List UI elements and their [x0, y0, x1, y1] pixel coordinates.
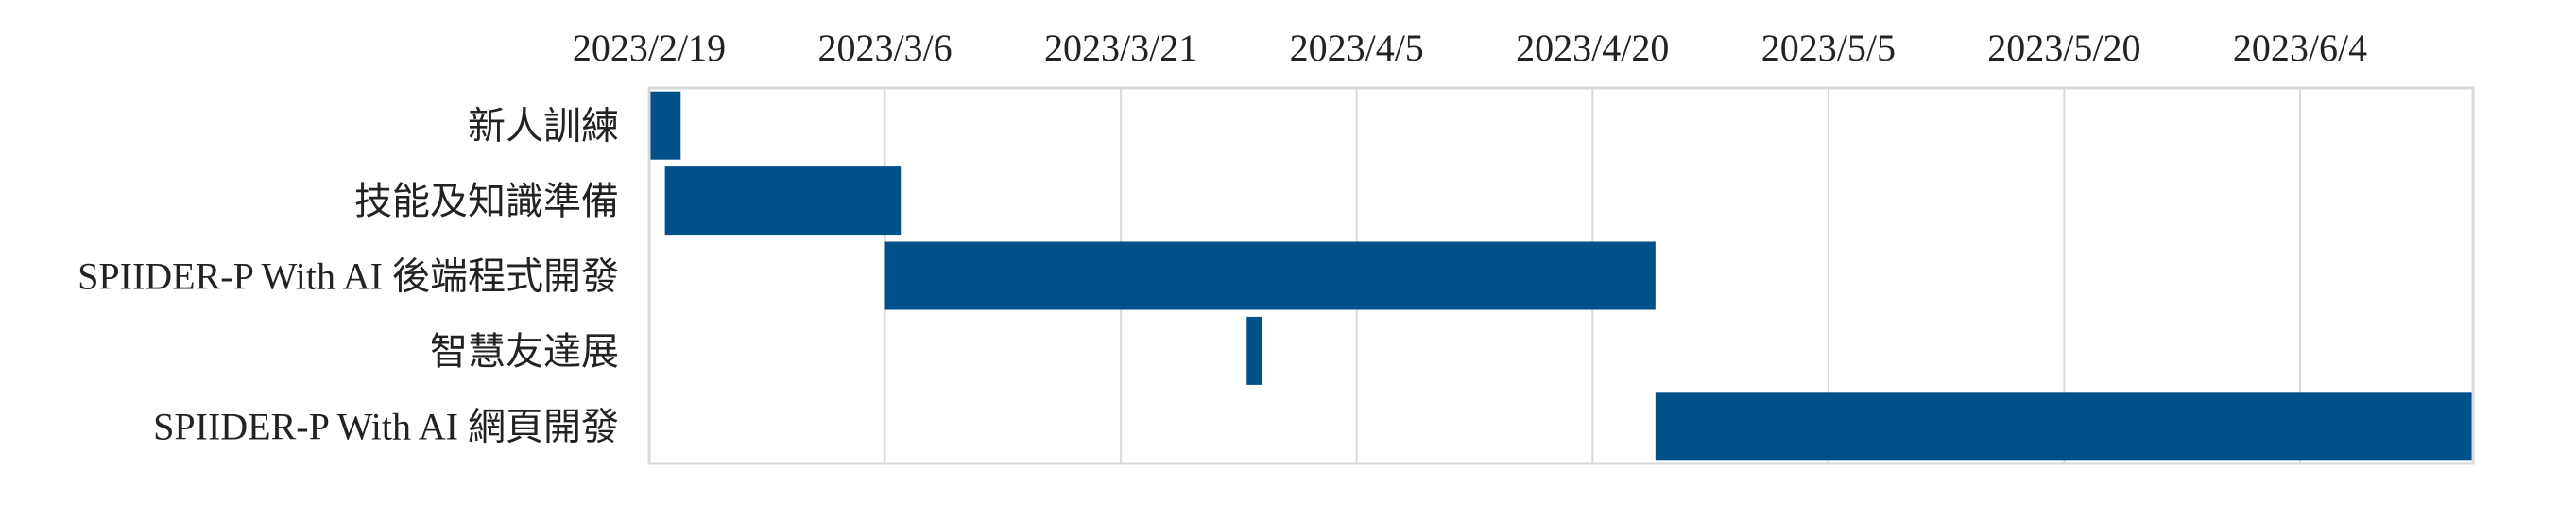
x-tick-label: 2023/6/4 [2233, 26, 2367, 69]
plot-frame [647, 86, 2475, 465]
x-tick-label: 2023/3/21 [1044, 26, 1197, 69]
task-bar [664, 166, 902, 236]
task-label: SPIIDER-P With AI 網頁開發 [153, 405, 619, 447]
x-tick-label: 2023/4/20 [1516, 26, 1669, 69]
x-tick-label: 2023/3/6 [817, 26, 952, 69]
task-bar [1655, 392, 2473, 461]
x-tick-label: 2023/4/5 [1290, 26, 1424, 69]
task-bar [649, 91, 681, 160]
x-axis-tick-labels: 2023/2/19 2023/3/6 2023/3/21 2023/4/5 2023/4… [573, 26, 2367, 69]
x-tick-label: 2023/5/20 [1987, 26, 2140, 69]
task-bar [884, 241, 1656, 310]
task-bar [1246, 316, 1262, 385]
task-label: 新人訓練 [468, 105, 619, 148]
x-tick-label: 2023/5/5 [1761, 26, 1896, 69]
task-label: 智慧友達展 [430, 330, 619, 373]
plot-border [647, 86, 2475, 465]
task-bars [649, 91, 2473, 461]
x-tick-label: 2023/2/19 [573, 26, 726, 69]
task-label: 技能及知識準備 [354, 180, 619, 222]
task-label: SPIIDER-P With AI 後端程式開發 [77, 255, 619, 298]
